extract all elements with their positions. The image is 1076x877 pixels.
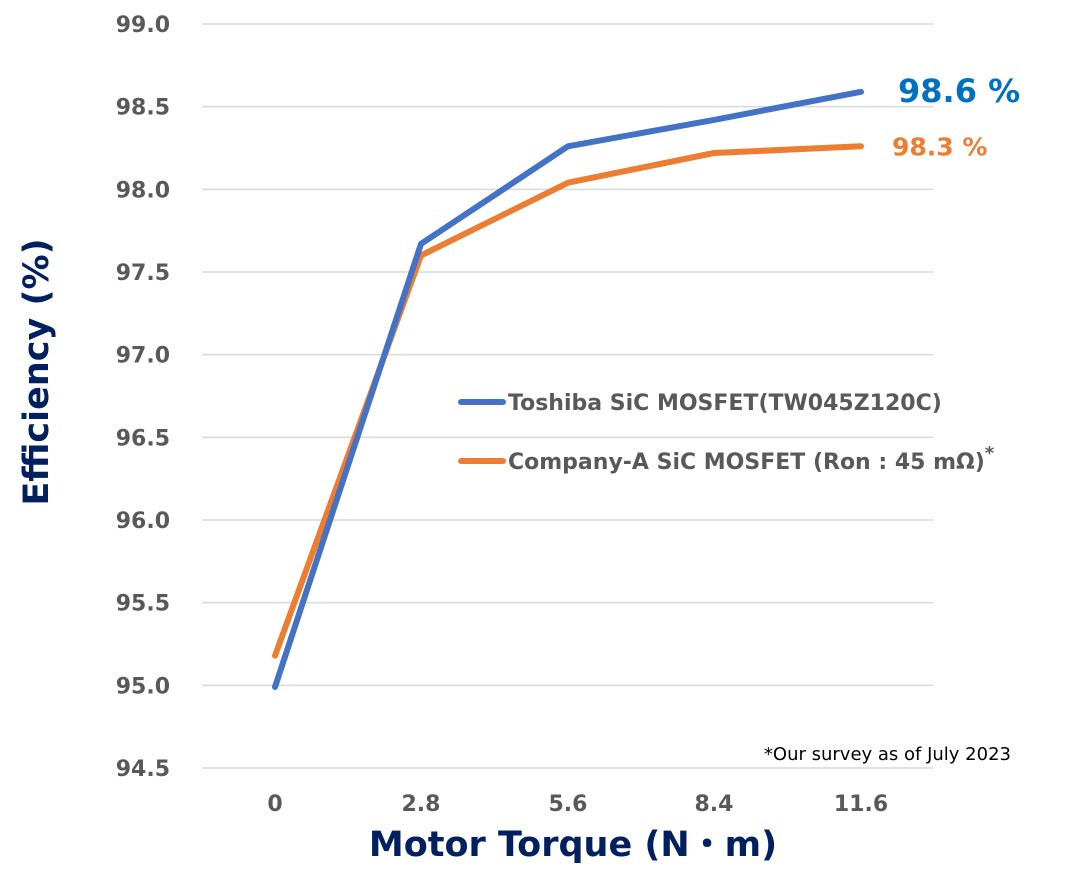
x-tick-labels: 0 2.8 5.6 8.4 11.6 bbox=[267, 792, 888, 817]
series-lines bbox=[272, 88, 864, 690]
series-line-0 bbox=[272, 88, 864, 690]
x-tick-label: 0 bbox=[267, 792, 282, 817]
x-tick-label: 11.6 bbox=[834, 792, 888, 817]
legend-footnote-mark: * bbox=[985, 443, 995, 464]
y-tick-label: 96.0 bbox=[116, 509, 170, 534]
x-tick-label: 5.6 bbox=[549, 792, 588, 817]
x-tick-label: 8.4 bbox=[695, 792, 734, 817]
y-tick-label: 97.5 bbox=[116, 261, 170, 286]
y-tick-label: 96.5 bbox=[116, 426, 170, 451]
y-axis-title: Efficiency (%) bbox=[17, 238, 57, 505]
legend-label-1: Company-A SiC MOSFET (Ron : 45 mΩ)* bbox=[508, 443, 995, 475]
end-label-1: 98.3 % bbox=[892, 132, 987, 161]
x-axis-title: Motor Torque (N・m) bbox=[369, 825, 777, 865]
y-tick-label: 99.0 bbox=[116, 13, 170, 38]
series-end-labels: 98.6 % 98.3 % bbox=[892, 72, 1020, 162]
y-tick-label: 98.5 bbox=[116, 96, 170, 121]
y-tick-label: 98.0 bbox=[116, 178, 170, 203]
y-tick-label: 97.0 bbox=[116, 344, 170, 369]
y-tick-label: 95.0 bbox=[116, 674, 170, 699]
end-label-0: 98.6 % bbox=[898, 72, 1020, 110]
legend-label-0: Toshiba SiC MOSFET(TW045Z120C) bbox=[508, 391, 942, 416]
y-tick-label: 95.5 bbox=[116, 592, 170, 617]
x-tick-label: 2.8 bbox=[402, 792, 441, 817]
legend: Toshiba SiC MOSFET(TW045Z120C) Company-A … bbox=[458, 391, 995, 475]
survey-note: *Our survey as of July 2023 bbox=[764, 744, 1011, 765]
y-tick-label: 94.5 bbox=[116, 757, 170, 782]
y-tick-labels: 94.5 95.0 95.5 96.0 96.5 97.0 97.5 98.0 98.5 99.0 bbox=[116, 13, 170, 782]
